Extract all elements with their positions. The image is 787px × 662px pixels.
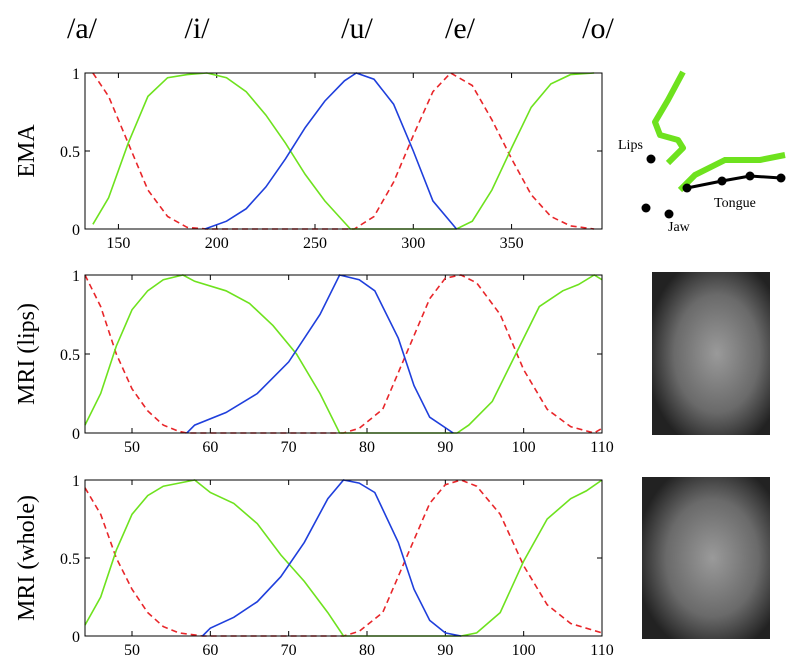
x-tick-label: 200 xyxy=(205,235,229,252)
plot-frame xyxy=(84,72,603,230)
series-line xyxy=(201,479,462,637)
sensor xyxy=(776,173,786,183)
diagram-label: Tongue xyxy=(714,196,756,211)
jaw-sensor xyxy=(641,203,651,213)
y-axis-label: MRI (whole) xyxy=(14,495,40,621)
phoneme-label: /o/ xyxy=(582,12,614,45)
plot-frame xyxy=(84,479,603,637)
x-tick-label: 60 xyxy=(202,439,218,456)
series-line xyxy=(92,72,595,230)
x-tick-label: 60 xyxy=(202,642,218,659)
lips-sensor xyxy=(646,154,656,164)
series-line xyxy=(186,274,454,434)
y-axis-label: EMA xyxy=(14,124,40,178)
x-tick-label: 150 xyxy=(106,235,130,252)
y-tick-label: 1 xyxy=(72,66,80,83)
y-tick-label: 1 xyxy=(72,268,80,285)
y-tick-label: 0 xyxy=(72,222,80,239)
y-tick-label: 0 xyxy=(72,629,80,646)
sensor xyxy=(717,176,727,186)
x-tick-label: 90 xyxy=(437,642,453,659)
tongue-sensors xyxy=(686,174,782,190)
y-tick-label: 0.5 xyxy=(60,347,80,364)
sensor xyxy=(745,171,755,181)
series-line xyxy=(204,72,458,230)
jaw-sensor xyxy=(664,209,674,219)
x-tick-label: 350 xyxy=(500,235,524,252)
sensor xyxy=(682,183,692,193)
mri-image xyxy=(642,477,770,639)
series-line xyxy=(92,71,595,230)
x-tick-label: 70 xyxy=(281,642,297,659)
x-tick-label: 250 xyxy=(303,235,327,252)
series-line xyxy=(84,479,603,637)
tongue-contour xyxy=(677,152,786,193)
phoneme-label: /a/ xyxy=(67,12,98,45)
x-tick-label: 110 xyxy=(590,439,613,456)
diagram-label: Jaw xyxy=(668,220,691,235)
series-line xyxy=(84,274,603,434)
phoneme-label: /e/ xyxy=(445,12,476,45)
x-tick-label: 50 xyxy=(124,642,140,659)
x-tick-label: 300 xyxy=(401,235,425,252)
x-tick-label: 80 xyxy=(359,642,375,659)
y-tick-label: 0.5 xyxy=(60,551,80,568)
x-tick-label: 110 xyxy=(590,642,613,659)
y-axis-label: MRI (lips) xyxy=(14,303,40,405)
plot-frame xyxy=(84,274,603,434)
y-tick-label: 0.5 xyxy=(60,144,80,161)
series-line xyxy=(84,479,603,637)
x-tick-label: 100 xyxy=(512,642,536,659)
diagram: Lips Tongue Jaw xyxy=(618,70,786,235)
x-tick-label: 80 xyxy=(359,439,375,456)
mri-image xyxy=(652,272,770,435)
series-line xyxy=(84,274,603,434)
lips-contour xyxy=(652,70,686,166)
x-tick-label: 50 xyxy=(124,439,140,456)
y-tick-label: 1 xyxy=(72,473,80,490)
x-tick-label: 90 xyxy=(437,439,453,456)
y-tick-label: 0 xyxy=(72,426,80,443)
phoneme-label: /u/ xyxy=(341,12,373,45)
x-tick-label: 100 xyxy=(512,439,536,456)
phoneme-label: /i/ xyxy=(184,12,210,45)
diagram-label: Lips xyxy=(618,138,643,153)
x-tick-label: 70 xyxy=(281,439,297,456)
